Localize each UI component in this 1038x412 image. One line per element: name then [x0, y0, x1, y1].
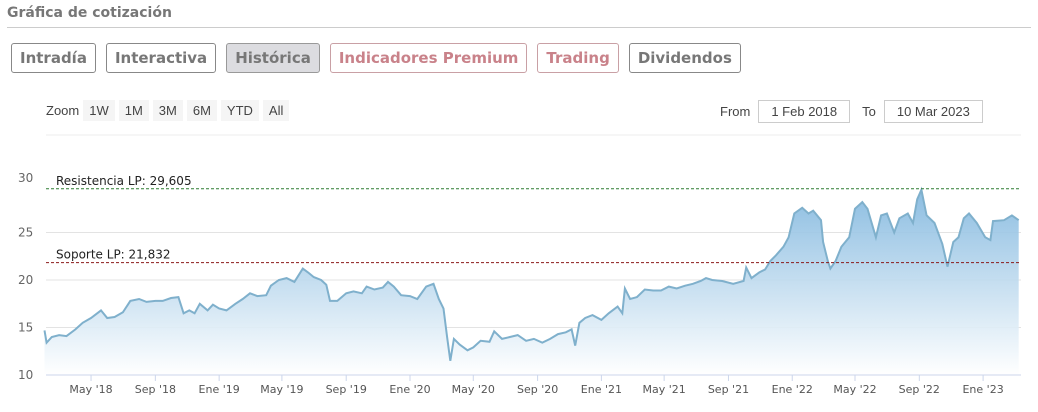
x-tick-label: Sep '20: [517, 383, 558, 396]
tab-trading[interactable]: Trading: [537, 43, 619, 73]
price-line: [43, 186, 1020, 361]
price-area: [44, 189, 1019, 375]
y-tick-label: 25: [18, 226, 33, 240]
x-tick-label: Sep '22: [899, 383, 940, 396]
x-tick-label: Ene '23: [962, 383, 1003, 396]
x-tick-label: May '21: [643, 383, 686, 396]
to-label: To: [862, 104, 876, 119]
tab-indicadores-premium[interactable]: Indicadores Premium: [329, 43, 528, 73]
x-tick-label: Sep '18: [135, 383, 176, 396]
tab-interactiva[interactable]: Interactiva: [105, 43, 217, 73]
tab-intrad-a[interactable]: Intradía: [11, 43, 96, 73]
support-label: Soporte LP: 21,832: [56, 248, 171, 262]
y-tick-label: 10: [18, 368, 33, 382]
chart-tabs: Intradía Interactiva Histórica Indicadores …: [11, 43, 741, 73]
tab-hist-rica[interactable]: Histórica: [226, 43, 320, 73]
x-tick-label: Ene '19: [199, 383, 240, 396]
x-tick-label: Sep '21: [708, 383, 749, 396]
x-tick-label: Ene '22: [772, 383, 813, 396]
x-tick-label: May '19: [260, 383, 303, 396]
tab-dividendos[interactable]: Dividendos: [628, 43, 741, 73]
x-tick-label: May '20: [452, 383, 495, 396]
resistance-label: Resistencia LP: 29,605: [56, 174, 192, 188]
zoom-ytd-button[interactable]: YTD: [220, 100, 259, 121]
to-date-input[interactable]: 10 Mar 2023: [883, 100, 983, 123]
zoom-controls: Zoom 1W 1M 3M 6M YTD All: [46, 100, 290, 121]
zoom-all-button[interactable]: All: [262, 100, 290, 121]
page-title: Gráfica de cotización: [7, 5, 172, 21]
y-tick-label: 30: [18, 171, 33, 185]
zoom-3m-button[interactable]: 3M: [152, 100, 183, 121]
zoom-1w-button[interactable]: 1W: [83, 100, 115, 121]
x-tick-label: May '18: [69, 383, 112, 396]
zoom-6m-button[interactable]: 6M: [186, 100, 217, 121]
zoom-label: Zoom: [46, 103, 80, 118]
divider: [7, 27, 1031, 28]
date-range: From 1 Feb 2018 To 10 Mar 2023: [720, 100, 983, 123]
x-tick-label: May '22: [833, 383, 876, 396]
from-date-input[interactable]: 1 Feb 2018: [758, 100, 851, 123]
y-tick-label: 15: [18, 321, 33, 335]
zoom-1m-button[interactable]: 1M: [118, 100, 149, 121]
y-tick-label: 20: [18, 273, 33, 287]
x-tick-label: Ene '21: [581, 383, 622, 396]
x-tick-label: Ene '20: [389, 383, 430, 396]
from-label: From: [720, 104, 751, 119]
x-tick-label: Sep '19: [326, 383, 367, 396]
